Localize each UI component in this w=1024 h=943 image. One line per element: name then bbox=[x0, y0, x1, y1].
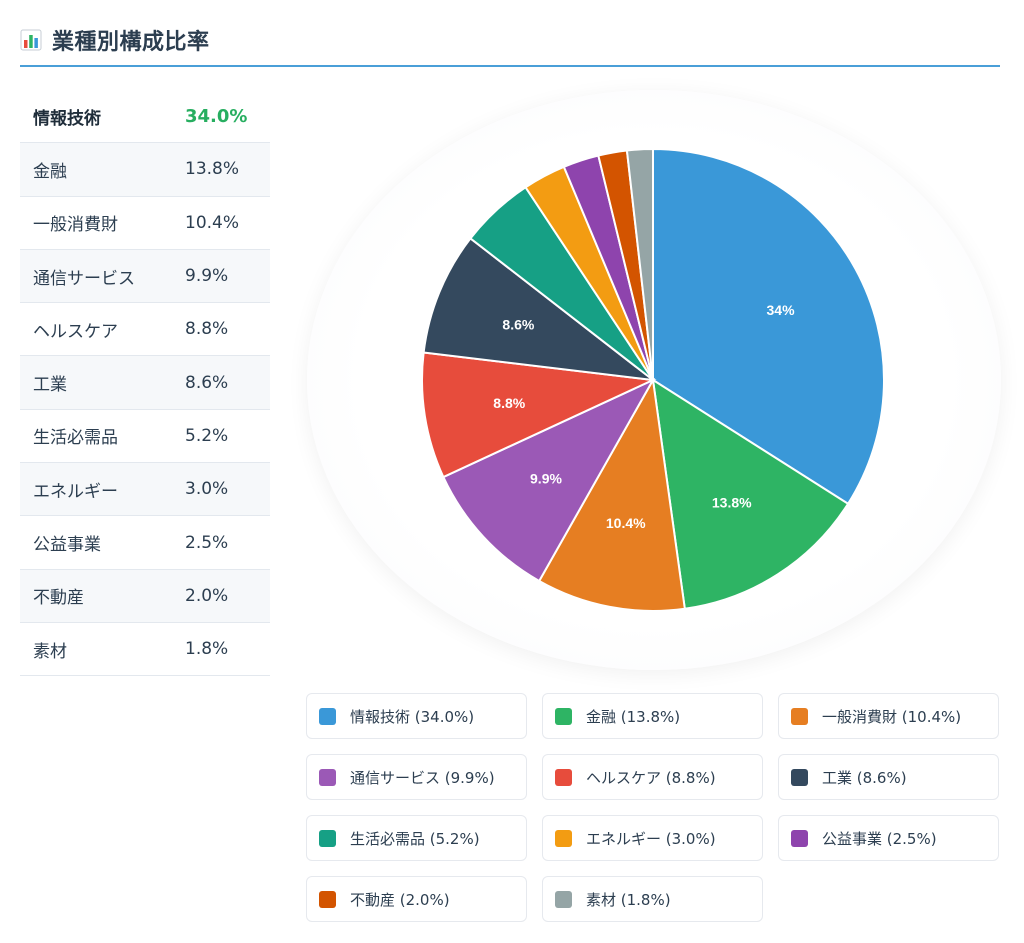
legend-swatch bbox=[791, 768, 808, 786]
sector-name: 通信サービス bbox=[33, 268, 135, 289]
pie-slice[interactable] bbox=[442, 377, 656, 583]
table-row: エネルギー 3.0% bbox=[20, 463, 270, 517]
pie-slice[interactable] bbox=[421, 351, 657, 479]
pie-slice[interactable] bbox=[537, 376, 686, 612]
legend-swatch bbox=[555, 829, 572, 847]
legend-label: 工業 (8.6%) bbox=[822, 768, 907, 787]
table-row: 通信サービス 9.9% bbox=[20, 249, 270, 304]
sector-value: 10.4% bbox=[185, 212, 240, 233]
legend-swatch bbox=[319, 890, 336, 908]
table-row: 不動産 2.0% bbox=[20, 569, 270, 623]
legend-item[interactable]: 工業 (8.6%) bbox=[778, 754, 999, 800]
sector-value: 13.8% bbox=[185, 159, 240, 180]
sector-name: 情報技術 bbox=[33, 108, 101, 129]
sector-name: 公益事業 bbox=[33, 535, 101, 556]
legend-label: 金融 (13.8%) bbox=[586, 707, 681, 726]
legend-item[interactable]: ヘルスケア (8.8%) bbox=[542, 754, 763, 800]
legend-item[interactable]: エネルギー (3.0%) bbox=[542, 815, 763, 861]
legend-item[interactable]: 不動産 (2.0%) bbox=[306, 876, 527, 922]
sector-value: 8.6% bbox=[185, 372, 229, 393]
pie-slice[interactable] bbox=[652, 147, 885, 506]
sector-value: 2.0% bbox=[185, 585, 229, 606]
legend-swatch bbox=[555, 890, 572, 908]
pie-slice[interactable] bbox=[625, 147, 654, 381]
legend-swatch bbox=[319, 707, 336, 725]
sector-value: 9.9% bbox=[185, 266, 229, 287]
legend-label: 不動産 (2.0%) bbox=[350, 890, 450, 909]
legend-label: 素材 (1.8%) bbox=[586, 890, 671, 909]
table-row: 情報技術 34.0% bbox=[20, 90, 270, 144]
legend-item[interactable]: 一般消費財 (10.4%) bbox=[778, 693, 999, 739]
table-row: 工業 8.6% bbox=[20, 356, 270, 410]
legend-swatch bbox=[319, 768, 336, 786]
legend-label: エネルギー (3.0%) bbox=[586, 829, 716, 848]
legend-label: ヘルスケア (8.8%) bbox=[586, 768, 716, 787]
pie-slice[interactable] bbox=[651, 377, 850, 610]
table-row: 公益事業 2.5% bbox=[20, 516, 270, 570]
pie-slice[interactable] bbox=[422, 237, 657, 382]
sector-value: 3.0% bbox=[185, 479, 229, 500]
table-row: 生活必需品 5.2% bbox=[20, 409, 270, 464]
legend-item[interactable]: 通信サービス (9.9%) bbox=[306, 754, 527, 800]
sector-name: エネルギー bbox=[33, 481, 118, 502]
sector-value: 8.8% bbox=[185, 319, 229, 340]
sector-table: 情報技術 34.0% 金融 13.8% 一般消費財 10.4% 通信サービス 9… bbox=[20, 90, 270, 677]
legend-item[interactable]: 公益事業 (2.5%) bbox=[778, 815, 999, 861]
legend-swatch bbox=[319, 829, 336, 847]
legend-swatch bbox=[555, 707, 572, 725]
sector-name: 生活必需品 bbox=[33, 428, 118, 449]
legend-item[interactable]: 素材 (1.8%) bbox=[542, 876, 763, 922]
legend-item[interactable]: 金融 (13.8%) bbox=[542, 693, 763, 739]
legend-label: 生活必需品 (5.2%) bbox=[350, 829, 480, 848]
sector-value: 2.5% bbox=[185, 532, 229, 553]
sector-name: 素材 bbox=[33, 641, 67, 662]
legend-swatch bbox=[555, 768, 572, 786]
sector-name: 金融 bbox=[33, 161, 67, 182]
legend-label: 公益事業 (2.5%) bbox=[822, 829, 937, 848]
sector-value: 34.0% bbox=[185, 105, 248, 127]
legend-label: 情報技術 (34.0%) bbox=[350, 707, 475, 726]
sector-name: 不動産 bbox=[33, 588, 84, 609]
sector-value: 1.8% bbox=[185, 639, 229, 660]
legend-item[interactable]: 情報技術 (34.0%) bbox=[306, 693, 527, 739]
page-title: 業種別構成比率 bbox=[52, 29, 210, 55]
legend-label: 通信サービス (9.9%) bbox=[350, 768, 495, 787]
sector-name: ヘルスケア bbox=[33, 321, 118, 342]
sector-value: 5.2% bbox=[185, 425, 229, 446]
section-header: 業種別構成比率 bbox=[20, 14, 1000, 67]
chart-legend: 情報技術 (34.0%) 金融 (13.8%) 一般消費財 (10.4%) 通信… bbox=[306, 693, 1000, 922]
table-row: ヘルスケア 8.8% bbox=[20, 303, 270, 357]
table-row: 金融 13.8% bbox=[20, 143, 270, 197]
legend-swatch bbox=[791, 707, 808, 725]
table-row: 素材 1.8% bbox=[20, 622, 270, 677]
table-row: 一般消費財 10.4% bbox=[20, 196, 270, 250]
legend-swatch bbox=[791, 829, 808, 847]
sector-name: 一般消費財 bbox=[33, 215, 118, 236]
legend-label: 一般消費財 (10.4%) bbox=[822, 707, 962, 726]
bar-chart-icon bbox=[20, 29, 42, 51]
legend-item[interactable]: 生活必需品 (5.2%) bbox=[306, 815, 527, 861]
sector-name: 工業 bbox=[33, 375, 67, 396]
